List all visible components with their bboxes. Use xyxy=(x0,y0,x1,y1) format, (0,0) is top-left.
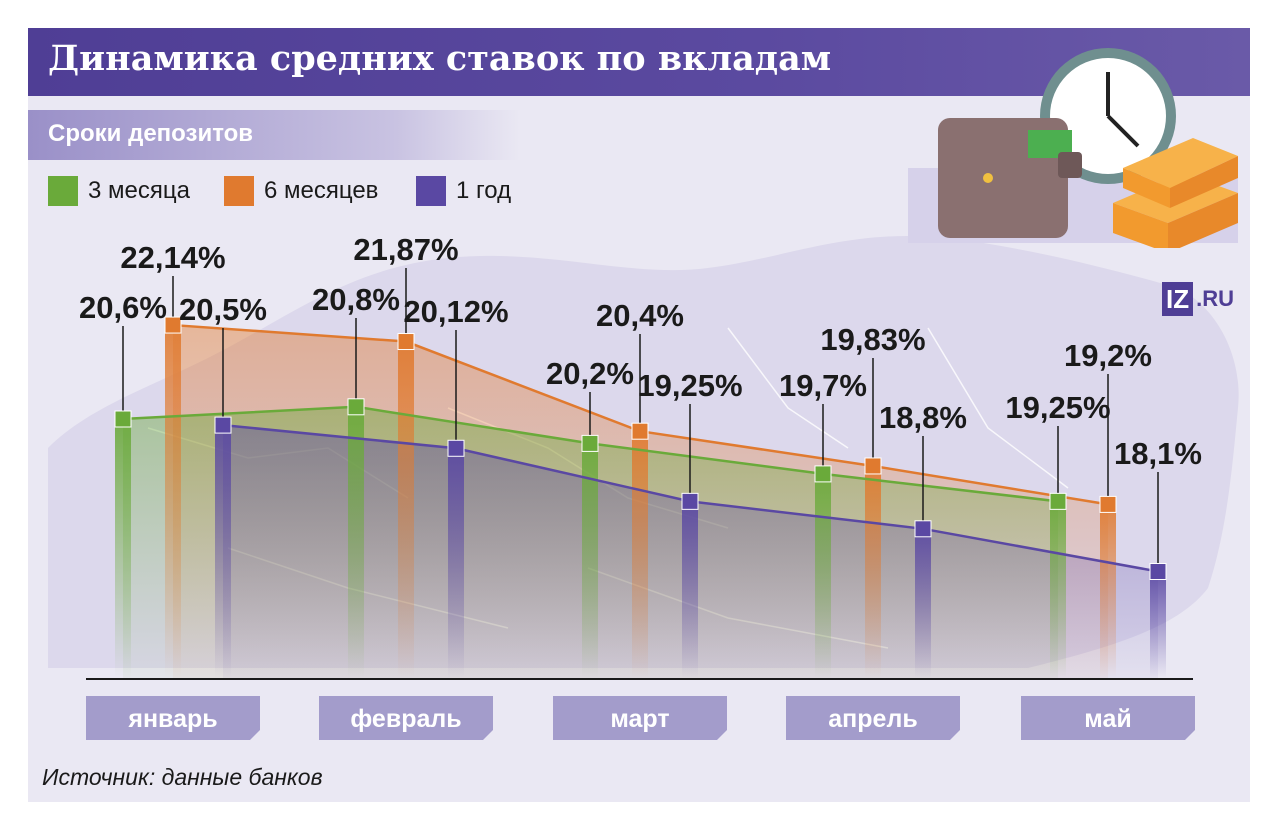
chart-subtitle: Сроки депозитов xyxy=(48,120,254,147)
title-bar: Динамика средних ставок по вкладам xyxy=(28,28,1250,96)
iz-ru-logo: IZ .RU xyxy=(1162,282,1234,316)
legend-item-6m: 6 месяцев xyxy=(224,176,378,206)
data-label-series_3m-3: 19,7% xyxy=(779,368,867,403)
bar-series_3m-2 xyxy=(582,443,598,678)
bar-series_3m-0 xyxy=(115,419,131,678)
month-box-3 xyxy=(786,696,960,740)
month-label-3: апрель xyxy=(828,705,917,733)
legend-label-1y: 1 год xyxy=(456,177,512,204)
point-series_6m-3 xyxy=(864,457,882,475)
bar-series_6m-3 xyxy=(865,465,881,678)
month-box-4 xyxy=(1021,696,1195,740)
data-label-series_3m-1: 20,8% xyxy=(312,282,400,317)
bar-series_1y-1 xyxy=(448,448,464,678)
point-series_1y-3 xyxy=(914,520,932,538)
data-label-series_1y-2: 19,25% xyxy=(637,368,742,403)
bar-series_1y-0 xyxy=(215,425,231,678)
data-label-series_6m-1: 21,87% xyxy=(353,232,458,267)
bar-series_3m-1 xyxy=(348,406,364,678)
bar-series_6m-4 xyxy=(1100,504,1116,678)
month-box-0 xyxy=(86,696,260,740)
legend-label-3m: 3 месяца xyxy=(88,177,190,204)
point-series_3m-4 xyxy=(1049,492,1067,510)
legend-swatch-3m xyxy=(48,176,78,206)
source-note: Источник: данные банков xyxy=(42,764,323,790)
data-label-series_6m-4: 19,2% xyxy=(1064,338,1152,373)
legend-item-3m: 3 месяца xyxy=(48,176,190,206)
legend-label-6m: 6 месяцев xyxy=(264,177,379,204)
data-label-series_3m-4: 19,25% xyxy=(1005,390,1110,425)
point-series_1y-2 xyxy=(681,492,699,510)
wallet-clock-money-illustration xyxy=(908,48,1238,248)
data-label-series_3m-2: 20,2% xyxy=(546,356,634,391)
legend-swatch-1y xyxy=(416,176,446,206)
data-label-series_1y-1: 20,12% xyxy=(403,294,508,329)
point-series_3m-1 xyxy=(347,398,365,416)
point-series_1y-0 xyxy=(214,416,232,434)
month-label-1: февраль xyxy=(350,705,461,733)
month-label-2: март xyxy=(610,705,669,733)
bar-series_1y-3 xyxy=(915,528,931,678)
logo-ru: .RU xyxy=(1196,286,1234,311)
infographic: Динамика средних ставок по вкладам Сроки… xyxy=(28,28,1250,802)
logo-iz: IZ xyxy=(1162,282,1194,316)
month-label-0: январь xyxy=(127,705,217,733)
month-box-1 xyxy=(319,696,493,740)
legend-swatch-6m xyxy=(224,176,254,206)
point-series_1y-4 xyxy=(1149,563,1167,580)
money-stack-icon xyxy=(1113,138,1238,248)
month-label-4: май xyxy=(1084,705,1131,733)
bar-series_6m-2 xyxy=(632,431,648,678)
data-label-series_6m-2: 20,4% xyxy=(596,298,684,333)
data-label-series_1y-3: 18,8% xyxy=(879,400,967,435)
subtitle-bar: Сроки депозитов xyxy=(28,110,520,160)
data-label-series_6m-0: 22,14% xyxy=(120,240,225,275)
legend-item-1y: 1 год xyxy=(416,176,511,206)
month-box-2 xyxy=(553,696,727,740)
bar-series_6m-1 xyxy=(398,341,414,678)
point-series_3m-0 xyxy=(114,410,132,428)
data-label-series_6m-3: 19,83% xyxy=(820,322,925,357)
bar-series_1y-4 xyxy=(1150,571,1166,678)
point-series_1y-1 xyxy=(447,439,465,457)
point-series_6m-0 xyxy=(164,316,182,334)
point-series_6m-4 xyxy=(1099,495,1117,513)
data-label-series_1y-0: 20,5% xyxy=(179,292,267,327)
bar-series_3m-4 xyxy=(1050,501,1066,678)
bar-series_6m-0 xyxy=(165,325,181,678)
chart-area: 20,6% 20,8% 20,2% 19,7% 19,25% 22,14% 21,87% 20… xyxy=(79,232,1202,740)
point-series_6m-1 xyxy=(397,333,415,351)
point-series_3m-2 xyxy=(581,434,599,452)
chart-title: Динамика средних ставок по вкладам xyxy=(48,38,832,79)
bar-series_3m-3 xyxy=(815,473,831,678)
point-series_3m-3 xyxy=(814,465,832,483)
bar-series_1y-2 xyxy=(682,501,698,678)
data-label-series_3m-0: 20,6% xyxy=(79,290,167,325)
point-series_6m-2 xyxy=(631,422,649,440)
data-label-series_1y-4: 18,1% xyxy=(1114,436,1202,471)
